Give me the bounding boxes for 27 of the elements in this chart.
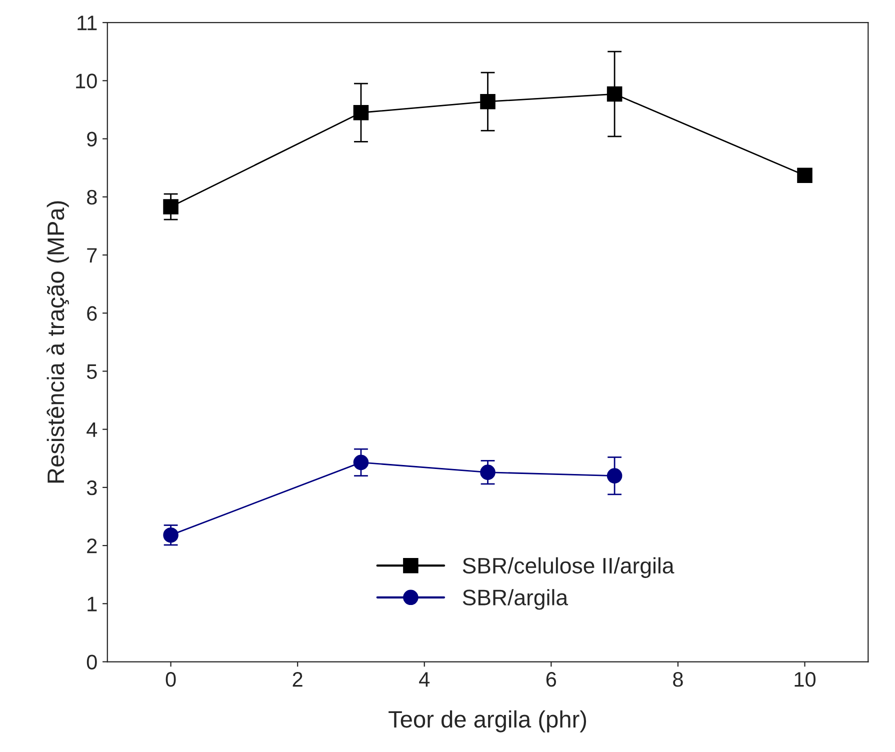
y-tick-label: 5 — [86, 364, 97, 379]
x-tick-label: 0 — [166, 672, 176, 687]
y-tick-label: 11 — [78, 16, 97, 30]
x-tick-label: 4 — [419, 672, 430, 687]
point — [353, 454, 369, 470]
point — [163, 199, 178, 214]
x-axis-title: Teor de argila (phr) — [388, 710, 586, 732]
y-tick-label: 10 — [76, 74, 97, 88]
y-tick-label: 2 — [87, 538, 97, 554]
x-tick-label: 2 — [292, 672, 302, 687]
y-tick-label: 0 — [86, 654, 97, 670]
y-tick-label: 7 — [87, 248, 97, 263]
x-tick-label: 10 — [794, 672, 816, 687]
y-axis-title: Resistência à tração (MPa) — [46, 201, 69, 483]
point — [353, 104, 369, 120]
y-tick-label: 9 — [87, 132, 97, 147]
y-tick-label: 8 — [86, 190, 97, 205]
legend-label: SBR/argila — [462, 589, 568, 610]
point — [797, 168, 812, 184]
point — [480, 94, 496, 110]
x-tick-label: 6 — [546, 672, 556, 687]
x-tick-label: 8 — [673, 672, 683, 687]
y-tick-label: 6 — [87, 306, 97, 321]
y-tick-label: 3 — [86, 480, 97, 496]
y-tick-label: 4 — [86, 422, 98, 437]
y-tick-label: 1 — [88, 596, 97, 612]
legend-label: SBR/celulose II/argila — [462, 557, 674, 578]
